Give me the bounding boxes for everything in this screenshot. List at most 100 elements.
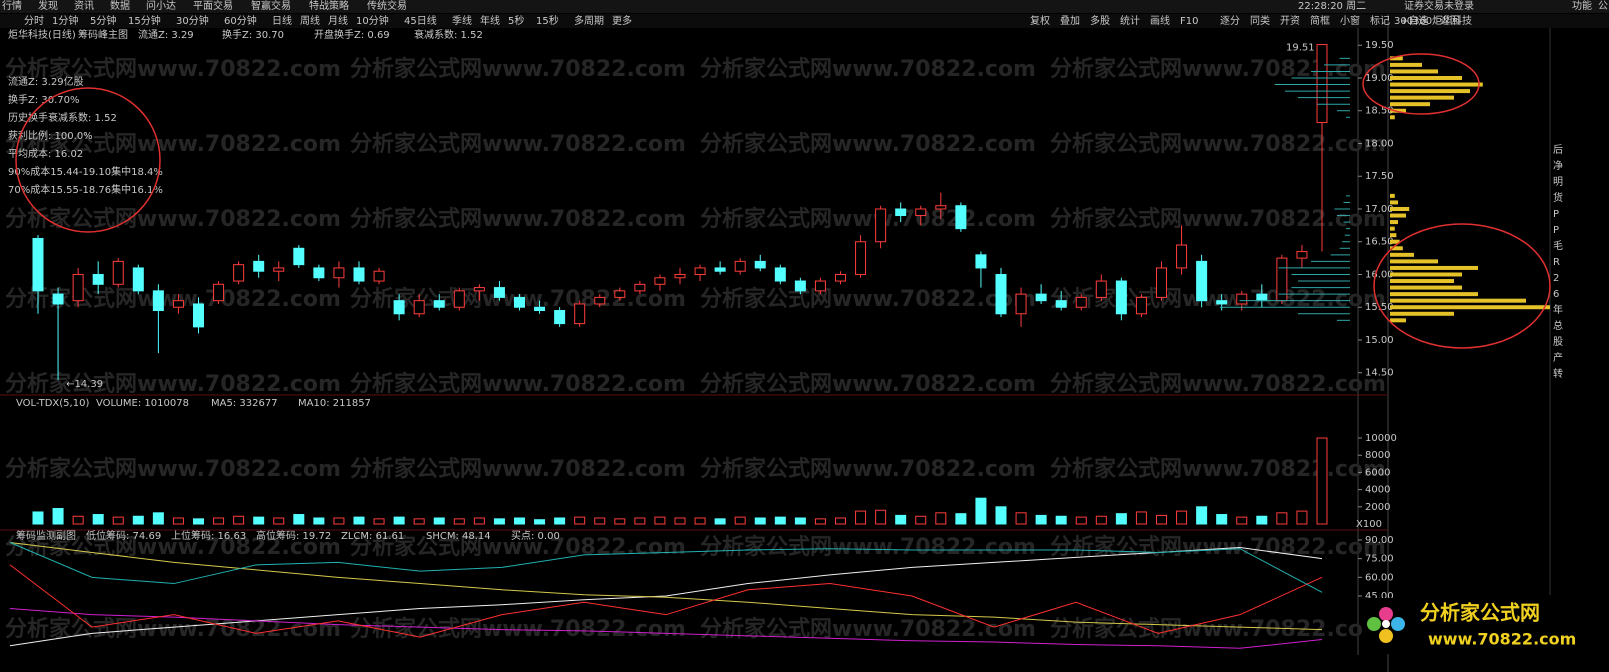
y-tick-label: 18.00	[1365, 138, 1394, 149]
side-char: 总	[1553, 319, 1563, 332]
volume-bar	[1095, 515, 1107, 525]
candle-body	[1256, 293, 1268, 302]
watermark: 分析家公式网www.70822.com	[700, 616, 1036, 642]
menu-item[interactable]: 传统交易	[367, 0, 407, 12]
candle-body	[373, 270, 385, 282]
period-tab[interactable]: 15分钟	[128, 14, 161, 27]
y-tick-label: 75.00	[1365, 554, 1394, 565]
candle-body	[1196, 260, 1208, 302]
candle-body	[995, 273, 1007, 315]
volume-bar	[754, 517, 766, 525]
volume-bar	[1296, 510, 1308, 525]
watermark: 分析家公式网www.70822.com	[1050, 616, 1386, 642]
menu-item[interactable]: 功能	[1572, 0, 1592, 12]
period-tab[interactable]: 5分钟	[90, 14, 116, 27]
tool-button[interactable]: 多股	[1090, 14, 1110, 27]
tool-button[interactable]: 标记	[1370, 15, 1390, 27]
volume-bar	[433, 517, 445, 525]
legend-entry: SHCM: 48.14	[426, 531, 491, 542]
volume-bar	[614, 518, 626, 525]
tool-button[interactable]: 返回	[1440, 15, 1460, 27]
period-tab[interactable]: 10分钟	[356, 14, 389, 27]
period-tab[interactable]: 季线	[452, 14, 472, 27]
chip-bar	[1390, 311, 1454, 316]
watermark: 分析家公式网www.70822.com	[700, 286, 1036, 312]
volume-bar	[1316, 437, 1328, 525]
candle-body	[353, 267, 365, 282]
menu-item[interactable]: 问小达	[146, 0, 176, 12]
candle-body	[32, 237, 44, 292]
tool-button[interactable]: 简框	[1310, 14, 1330, 27]
chip-bar	[1390, 56, 1403, 61]
chip-bar	[1390, 62, 1422, 67]
menu-item[interactable]: 公	[1598, 1, 1608, 12]
candle-body	[594, 296, 606, 305]
menu-item[interactable]: 智赢交易	[251, 0, 291, 12]
menu-item[interactable]: 发现	[38, 0, 58, 12]
volume-bar	[875, 509, 887, 525]
candle-body	[253, 260, 265, 272]
candle-body	[72, 273, 84, 302]
menu-item[interactable]: 特战策略	[309, 0, 349, 12]
tool-button[interactable]: 统计	[1120, 14, 1140, 27]
period-tab[interactable]: 1分钟	[52, 14, 78, 27]
side-char: 年	[1553, 303, 1563, 316]
tool-button[interactable]: 逐分	[1220, 15, 1240, 27]
tool-button[interactable]: F10	[1180, 16, 1198, 27]
period-tab[interactable]: 更多	[612, 14, 632, 27]
volume-bar	[193, 518, 204, 525]
candle-body	[333, 267, 345, 279]
tool-button[interactable]: 叠加	[1060, 15, 1080, 27]
tool-button[interactable]: 开资	[1280, 15, 1300, 27]
volume-bar	[333, 517, 345, 525]
volume-bar	[935, 512, 947, 525]
legend-entry: MA5: 332677	[211, 398, 278, 409]
volume-bar	[995, 506, 1007, 525]
volume-bar	[734, 516, 746, 525]
y-tick-label: 45.00	[1365, 591, 1394, 602]
menu-item[interactable]: 数据	[110, 0, 130, 12]
volume-bar	[895, 514, 907, 525]
period-tab[interactable]: 多周期	[574, 14, 604, 27]
candle-body	[112, 260, 124, 285]
menu-item[interactable]: 行情	[2, 0, 22, 12]
candle-body	[152, 290, 164, 312]
y-tick-label: 2000	[1365, 502, 1390, 513]
period-tab[interactable]: 日线	[272, 14, 292, 27]
volume-bar	[1055, 515, 1067, 525]
y-tick-label: 19.00	[1365, 73, 1394, 84]
period-tab[interactable]: 45日线	[404, 14, 437, 27]
period-tab[interactable]: 周线	[300, 14, 320, 27]
tool-button[interactable]: 同类	[1250, 14, 1270, 27]
chip-bar	[1390, 285, 1462, 290]
y-tick-label: 16.50	[1365, 237, 1394, 248]
side-char: P	[1553, 209, 1559, 220]
period-tab[interactable]: 30分钟	[176, 14, 209, 27]
candle-body	[754, 260, 766, 269]
legend-entry: 买点: 0.00	[511, 530, 560, 542]
y-tick-label: 8000	[1365, 450, 1390, 461]
legend-entry: 低位筹码: 74.69	[86, 529, 161, 542]
volume-bar	[1196, 506, 1208, 525]
menu-item[interactable]: 资讯	[74, 0, 94, 12]
watermark: 分析家公式网www.70822.com	[700, 534, 1036, 560]
chip-bar	[1390, 265, 1478, 270]
tool-button[interactable]: 复权	[1030, 14, 1050, 27]
tool-button[interactable]: +自选	[1400, 14, 1428, 27]
menu-item[interactable]: 平面交易	[193, 0, 233, 12]
indicator-line	[9, 541, 1323, 631]
candle-body	[694, 267, 706, 275]
period-tab[interactable]: 年线	[480, 14, 500, 27]
period-tab[interactable]: 分时	[24, 15, 44, 27]
period-tab[interactable]: 15秒	[536, 14, 559, 27]
period-tab[interactable]: 月线	[328, 14, 348, 27]
watermark: 分析家公式网www.70822.com	[350, 616, 686, 642]
candle-body	[714, 267, 726, 272]
logo-title: 分析家公式网	[1420, 601, 1540, 625]
logo-center	[1382, 620, 1390, 628]
period-tab[interactable]: 60分钟	[224, 14, 257, 27]
period-tab[interactable]: 5秒	[508, 14, 524, 27]
tool-button[interactable]: 小窗	[1340, 14, 1360, 27]
tool-button[interactable]: 画线	[1150, 14, 1170, 27]
candle-body	[674, 273, 686, 279]
